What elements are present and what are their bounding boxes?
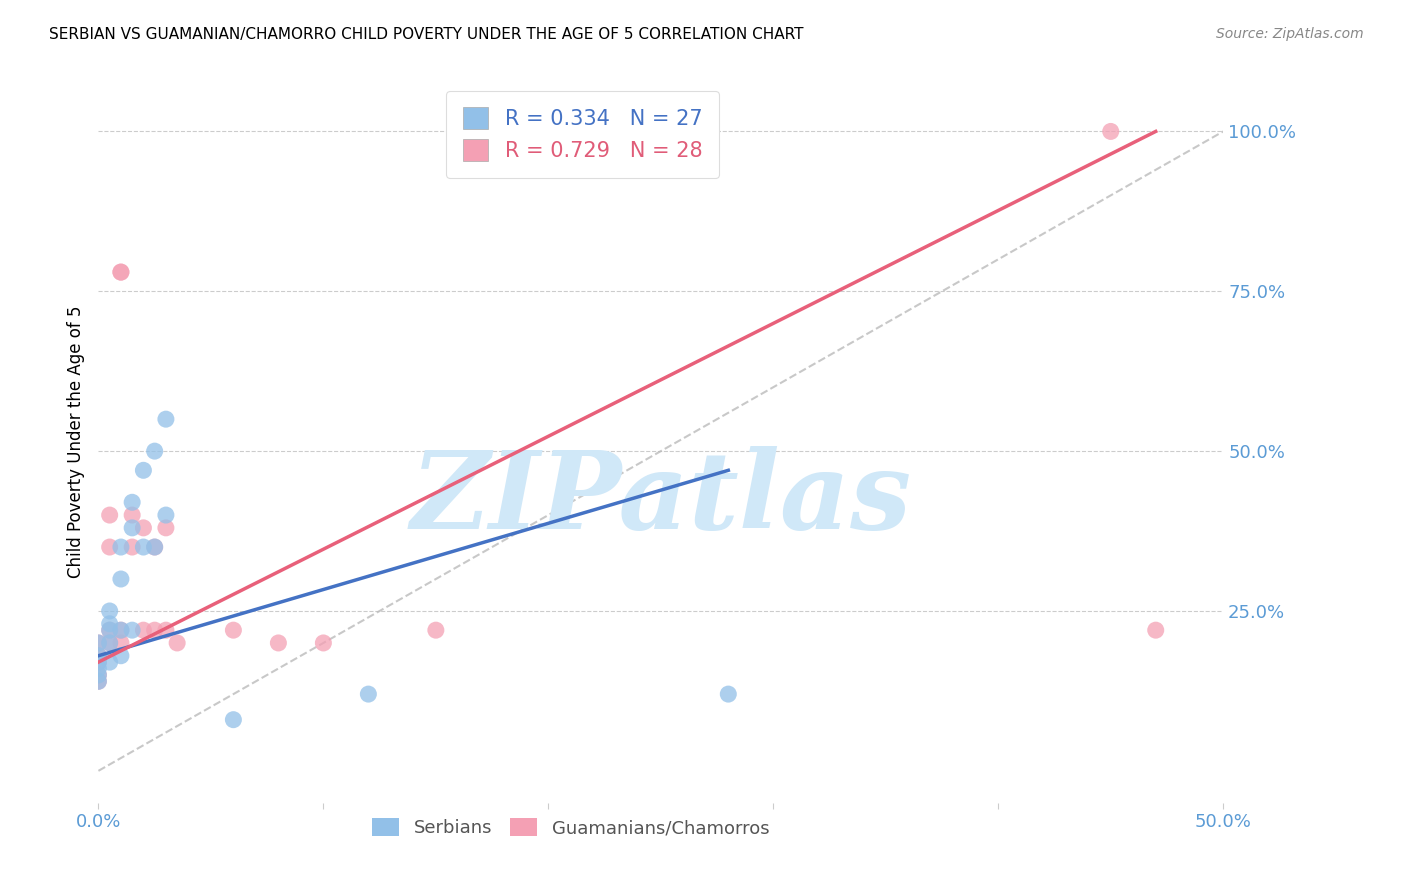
Point	[121, 508, 143, 522]
Text: Source: ZipAtlas.com: Source: ZipAtlas.com	[1216, 27, 1364, 41]
Point	[87, 636, 110, 650]
Point	[87, 661, 110, 675]
Point	[717, 687, 740, 701]
Point	[267, 636, 290, 650]
Point	[98, 604, 121, 618]
Point	[98, 616, 121, 631]
Point	[143, 444, 166, 458]
Point	[98, 540, 121, 554]
Point	[87, 655, 110, 669]
Point	[98, 623, 121, 637]
Point	[155, 623, 177, 637]
Point	[98, 623, 121, 637]
Point	[98, 655, 121, 669]
Point	[87, 655, 110, 669]
Point	[143, 540, 166, 554]
Point	[98, 636, 121, 650]
Point	[166, 636, 188, 650]
Text: ZIPatlas: ZIPatlas	[411, 446, 911, 552]
Y-axis label: Child Poverty Under the Age of 5: Child Poverty Under the Age of 5	[66, 305, 84, 578]
Point	[110, 265, 132, 279]
Point	[121, 540, 143, 554]
Point	[87, 648, 110, 663]
Point	[110, 265, 132, 279]
Point	[87, 648, 110, 663]
Point	[143, 623, 166, 637]
Point	[155, 508, 177, 522]
Point	[87, 674, 110, 689]
Point	[357, 687, 380, 701]
Text: SERBIAN VS GUAMANIAN/CHAMORRO CHILD POVERTY UNDER THE AGE OF 5 CORRELATION CHART: SERBIAN VS GUAMANIAN/CHAMORRO CHILD POVE…	[49, 27, 804, 42]
Point	[222, 713, 245, 727]
Point	[98, 508, 121, 522]
Point	[110, 623, 132, 637]
Point	[110, 540, 132, 554]
Point	[132, 463, 155, 477]
Point	[1099, 124, 1122, 138]
Point	[1144, 623, 1167, 637]
Point	[222, 623, 245, 637]
Point	[110, 648, 132, 663]
Point	[110, 623, 132, 637]
Point	[121, 521, 143, 535]
Point	[132, 521, 155, 535]
Point	[425, 623, 447, 637]
Point	[155, 412, 177, 426]
Point	[121, 495, 143, 509]
Point	[312, 636, 335, 650]
Point	[132, 623, 155, 637]
Legend: Serbians, Guamanians/Chamorros: Serbians, Guamanians/Chamorros	[366, 811, 776, 845]
Point	[87, 636, 110, 650]
Point	[98, 636, 121, 650]
Point	[87, 674, 110, 689]
Point	[87, 668, 110, 682]
Point	[121, 623, 143, 637]
Point	[132, 540, 155, 554]
Point	[110, 636, 132, 650]
Point	[155, 521, 177, 535]
Point	[110, 572, 132, 586]
Point	[87, 668, 110, 682]
Point	[143, 540, 166, 554]
